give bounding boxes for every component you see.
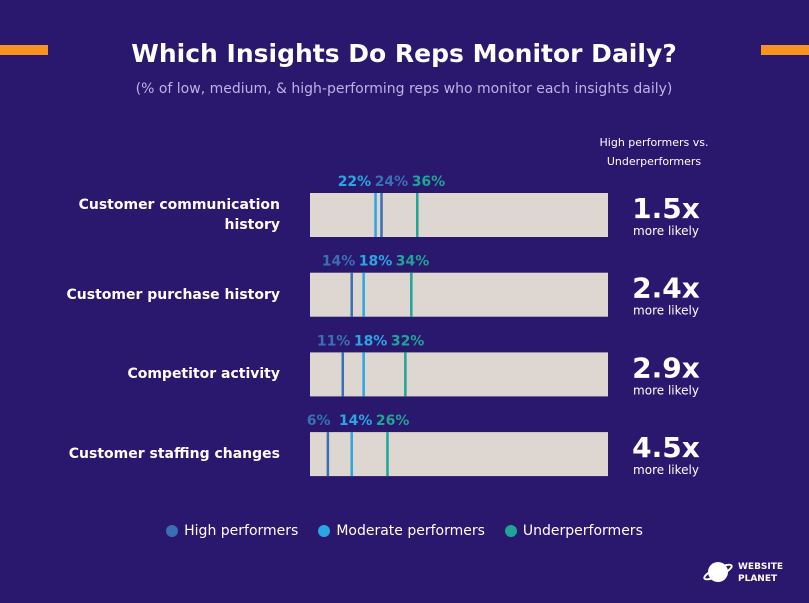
logo-icon: [708, 562, 728, 582]
chart-title: Which Insights Do Reps Monitor Daily?: [131, 39, 677, 68]
marker-line: [404, 352, 407, 397]
legend-label: Moderate performers: [336, 523, 485, 539]
category-label: Customer communication history: [78, 197, 280, 233]
value-label: 6%: [307, 413, 331, 429]
marker-line: [416, 193, 419, 237]
value-label: 18%: [354, 333, 388, 349]
track: [310, 352, 608, 397]
ratio-header: High performers vs.: [600, 136, 709, 149]
legend: High performers Moderate performers Underp…: [0, 523, 809, 539]
track: [310, 432, 608, 477]
value-label: 24%: [375, 174, 409, 190]
marker-line: [326, 432, 330, 477]
logo-ring: [703, 563, 733, 581]
legend-swatch: [504, 525, 517, 537]
ratio-header: Underperformers: [607, 155, 702, 168]
ratio-caption: more likely: [633, 463, 699, 477]
value-label: 26%: [376, 413, 410, 429]
value-label: 11%: [317, 333, 351, 349]
logo-text: WEBSITE: [738, 562, 783, 572]
category-label: Customer purchase history: [66, 286, 281, 303]
legend-label: High performers: [184, 523, 299, 539]
marker-line: [362, 352, 365, 397]
accent-bar: [0, 45, 48, 55]
marker-line: [410, 272, 413, 317]
logo: WEBSITE PLANET: [703, 562, 783, 584]
value-label: 18%: [359, 254, 393, 270]
chart-subtitle: (% of low, medium, & high-performing rep…: [136, 81, 673, 97]
marker-line: [386, 432, 389, 477]
logo-text: PLANET: [738, 574, 778, 584]
ratio-caption: more likely: [633, 304, 699, 318]
value-label: 14%: [339, 413, 373, 429]
ratio-label: 2.4x: [632, 272, 700, 305]
legend-item: High performers: [166, 523, 298, 539]
value-label: 36%: [412, 174, 446, 190]
marker-line: [350, 432, 353, 477]
ratio-label: 2.9x: [632, 351, 700, 384]
legend-item: Moderate performers: [318, 523, 485, 539]
value-label: 32%: [391, 333, 425, 349]
value-label: 34%: [396, 254, 430, 270]
category-label: Customer staffing changes: [68, 446, 280, 463]
marker-line: [362, 272, 365, 317]
ratio-label: 1.5x: [632, 192, 700, 225]
legend-label: Underperformers: [522, 523, 643, 539]
legend-swatch: [318, 525, 331, 537]
legend-item: Underperformers: [504, 523, 643, 539]
ratio-caption: more likely: [633, 224, 699, 238]
ratio-label: 4.5x: [632, 431, 700, 464]
category-label: Competitor activity: [127, 366, 280, 383]
accent-bar: [761, 45, 809, 55]
value-label: 22%: [338, 174, 372, 190]
marker-line: [341, 352, 345, 397]
legend-swatch: [166, 525, 179, 537]
marker-line: [380, 193, 383, 237]
ratio-caption: more likely: [633, 383, 699, 397]
track: [310, 193, 608, 237]
marker-line: [350, 272, 353, 317]
value-label: 14%: [322, 254, 356, 270]
track: [310, 272, 608, 317]
marker-line: [374, 193, 377, 237]
